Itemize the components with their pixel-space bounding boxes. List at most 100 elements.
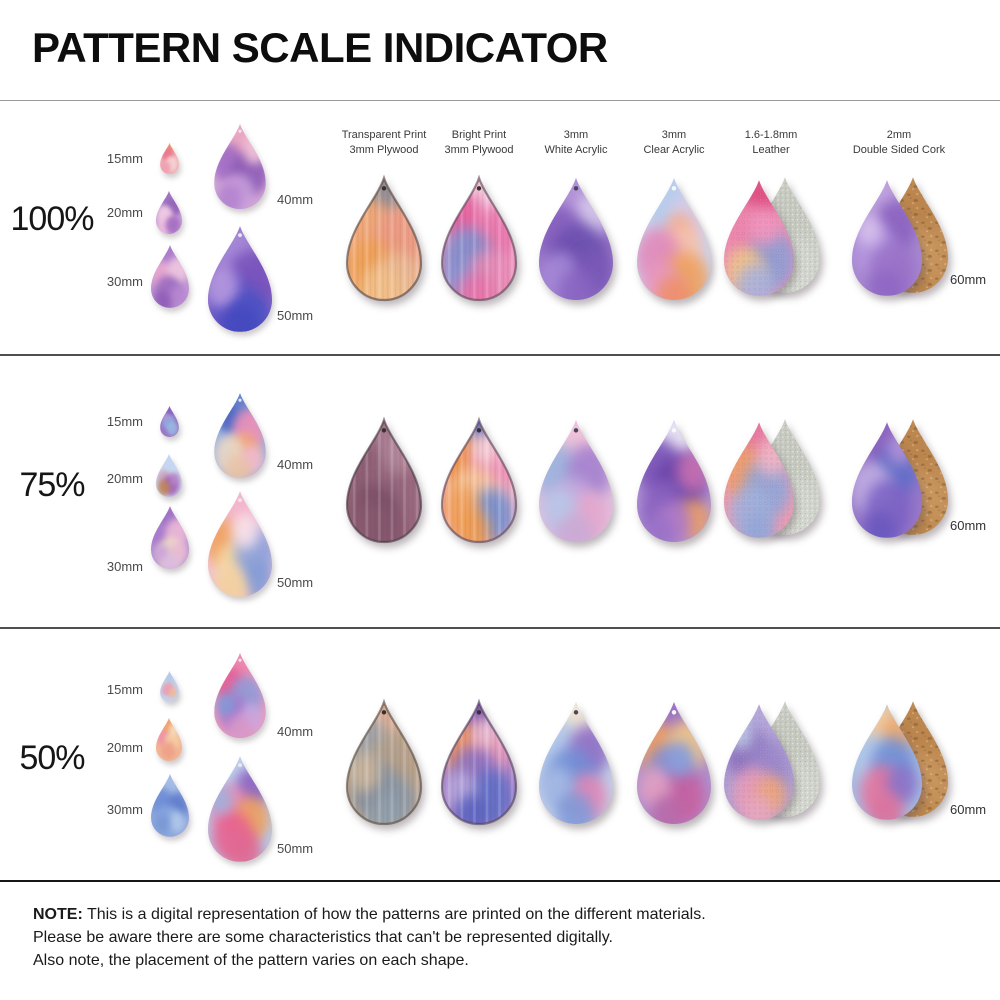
teardrop-100-3mm-clear-acrylic: [637, 178, 711, 300]
teardrop-wrap-100-50mm: [208, 226, 272, 332]
size-label-20mm: 20mm: [106, 740, 143, 755]
teardrop-wrap-50-40mm: [214, 653, 266, 738]
teardrop-75-bright-print-3mm-plywood: [440, 416, 518, 544]
scale-label-75: 75%: [19, 466, 85, 504]
teardrop-wrap-75-15mm: [159, 406, 179, 437]
teardrop-wrap-50-transparent-print-3mm-plywood: [345, 698, 423, 826]
size-label-20mm: 20mm: [106, 471, 143, 486]
note-line: Please be aware there are some character…: [33, 929, 613, 946]
size-label-20mm: 20mm: [106, 205, 143, 220]
teardrop-100-bright-print-3mm-plywood: [440, 174, 518, 302]
material-header-2: 3mm White Acrylic: [544, 129, 608, 156]
size-label-15mm: 15mm: [106, 151, 143, 166]
teardrop-75-3mm-clear-acrylic: [637, 420, 711, 542]
teardrop-50-30mm: [151, 774, 189, 837]
material-header-3: 3mm Clear Acrylic: [643, 129, 705, 156]
teardrop-50-double-sided-cork-front: [852, 704, 922, 820]
size-label-30mm: 30mm: [106, 802, 143, 817]
size-label-30mm: 30mm: [106, 274, 143, 289]
page-title: PATTERN SCALE INDICATOR: [32, 24, 608, 71]
note-block: NOTE: This is a digital representation o…: [33, 903, 813, 972]
teardrop-50-leather-front: [724, 704, 794, 820]
teardrop-wrap-75-transparent-print-3mm-plywood: [345, 416, 423, 544]
teardrop-50-bright-print-3mm-plywood: [440, 698, 518, 826]
teardrop-75-15mm: [159, 406, 179, 437]
teardrop-wrap-100-transparent-print-3mm-plywood: [345, 174, 423, 302]
teardrop-50-40mm: [214, 653, 266, 738]
divider: [0, 627, 1000, 629]
teardrop-wrap-100-3mm-clear-acrylic: [637, 178, 711, 300]
teardrop-75-3mm-white-acrylic: [539, 420, 613, 542]
note-line: Also note, the placement of the pattern …: [33, 952, 469, 969]
teardrop-wrap-75-leather-front: [724, 420, 794, 540]
teardrop-75-30mm: [151, 506, 189, 569]
teardrop-75-20mm: [156, 454, 182, 497]
size-label-60mm: 60mm: [950, 802, 987, 817]
teardrop-100-transparent-print-3mm-plywood: [345, 174, 423, 302]
size-label-50mm: 50mm: [277, 575, 314, 590]
teardrop-wrap-50-3mm-clear-acrylic: [637, 702, 711, 824]
size-label-50mm: 50mm: [277, 308, 314, 323]
teardrop-50-20mm: [156, 718, 182, 761]
teardrop-50-3mm-clear-acrylic: [637, 702, 711, 824]
teardrop-wrap-100-double-sided-cork-front: [852, 178, 922, 298]
teardrop-75-40mm: [214, 393, 266, 478]
teardrop-wrap-50-bright-print-3mm-plywood: [440, 698, 518, 826]
size-label-40mm: 40mm: [277, 724, 314, 739]
teardrop-wrap-100-3mm-white-acrylic: [539, 178, 613, 300]
teardrop-wrap-100-30mm: [151, 245, 189, 308]
teardrop-wrap-50-20mm: [156, 718, 182, 761]
teardrop-wrap-75-40mm: [214, 393, 266, 478]
teardrop-50-15mm: [159, 671, 179, 702]
teardrop-75-transparent-print-3mm-plywood: [345, 416, 423, 544]
teardrop-wrap-100-bright-print-3mm-plywood: [440, 174, 518, 302]
teardrop-wrap-75-bright-print-3mm-plywood: [440, 416, 518, 544]
size-label-50mm: 50mm: [277, 841, 314, 856]
divider: [0, 100, 1000, 101]
teardrop-wrap-50-3mm-white-acrylic: [539, 702, 613, 824]
size-label-15mm: 15mm: [106, 414, 143, 429]
teardrop-100-15mm: [159, 143, 179, 174]
teardrop-75-leather-front: [724, 422, 794, 538]
teardrop-75-double-sided-cork-front: [852, 422, 922, 538]
teardrop-wrap-75-3mm-clear-acrylic: [637, 420, 711, 542]
teardrop-100-40mm: [214, 124, 266, 209]
divider: [0, 354, 1000, 356]
teardrop-100-50mm: [208, 226, 272, 332]
teardrop-wrap-100-leather-front: [724, 178, 794, 298]
teardrop-100-double-sided-cork-front: [852, 180, 922, 296]
teardrop-75-50mm: [208, 491, 272, 597]
size-label-60mm: 60mm: [950, 518, 987, 533]
teardrop-wrap-50-50mm: [208, 756, 272, 862]
size-label-40mm: 40mm: [277, 457, 314, 472]
teardrop-wrap-75-double-sided-cork-front: [852, 420, 922, 540]
teardrop-100-3mm-white-acrylic: [539, 178, 613, 300]
scale-label-100: 100%: [10, 200, 95, 238]
teardrop-wrap-75-50mm: [208, 491, 272, 597]
teardrop-100-30mm: [151, 245, 189, 308]
size-label-60mm: 60mm: [950, 272, 987, 287]
material-header-0: Transparent Print 3mm Plywood: [341, 129, 427, 156]
teardrop-wrap-75-20mm: [156, 454, 182, 497]
teardrop-wrap-50-leather-front: [724, 702, 794, 822]
material-header-4: 1.6-1.8mm Leather: [744, 129, 798, 156]
note-line: NOTE: This is a digital representation o…: [33, 903, 813, 926]
teardrop-50-3mm-white-acrylic: [539, 702, 613, 824]
teardrop-50-transparent-print-3mm-plywood: [345, 698, 423, 826]
size-label-40mm: 40mm: [277, 192, 314, 207]
teardrop-100-20mm: [156, 191, 182, 234]
material-header-1: Bright Print 3mm Plywood: [444, 129, 514, 156]
note-label: NOTE:: [33, 906, 83, 923]
teardrop-wrap-50-30mm: [151, 774, 189, 837]
scale-label-50: 50%: [19, 739, 85, 777]
teardrop-wrap-50-double-sided-cork-front: [852, 702, 922, 822]
teardrop-wrap-50-15mm: [159, 671, 179, 702]
teardrop-50-50mm: [208, 756, 272, 862]
divider: [0, 880, 1000, 882]
material-header-5: 2mm Double Sided Cork: [852, 129, 946, 156]
teardrop-wrap-75-30mm: [151, 506, 189, 569]
teardrop-wrap-100-15mm: [159, 143, 179, 174]
teardrop-100-leather-front: [724, 180, 794, 296]
teardrop-wrap-75-3mm-white-acrylic: [539, 420, 613, 542]
